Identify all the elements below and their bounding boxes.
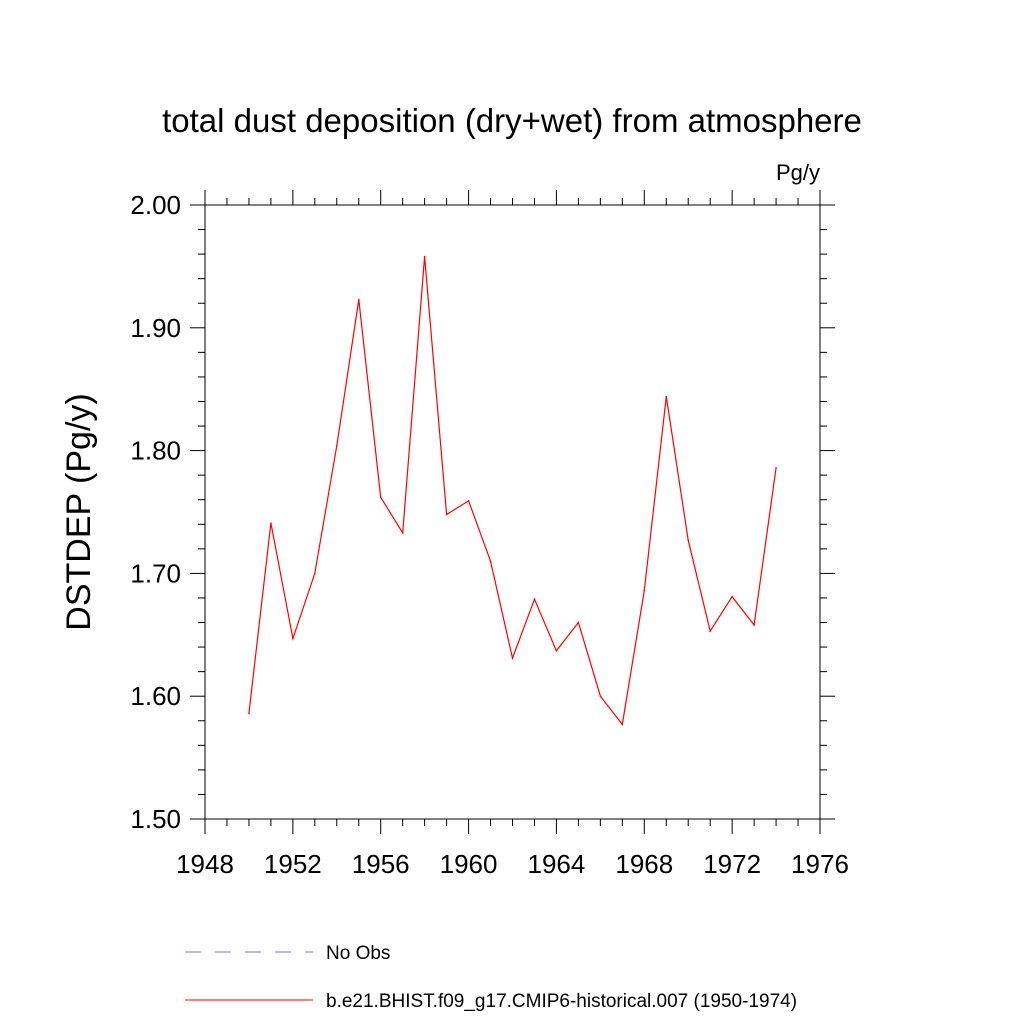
data-point	[533, 598, 536, 600]
data-point	[511, 657, 514, 659]
chart-title: total dust deposition (dry+wet) from atm…	[162, 102, 862, 139]
data-point	[401, 532, 404, 534]
data-point	[314, 572, 316, 575]
plot-frame	[204, 204, 821, 820]
data-point	[445, 513, 448, 516]
x-tick-label: 1964	[528, 849, 586, 879]
x-tick-label: 1972	[703, 849, 761, 879]
data-point	[489, 560, 492, 562]
y-axis-label: DSTDEP (Pg/y)	[60, 393, 98, 630]
x-tick-label: 1952	[264, 849, 322, 879]
data-point	[687, 539, 690, 542]
data-point	[423, 255, 426, 258]
data-point	[753, 624, 755, 626]
y-tick-label: 2.00	[130, 190, 181, 220]
data-point	[467, 500, 470, 502]
data-point	[577, 621, 580, 624]
data-point	[731, 595, 733, 598]
data-point	[292, 637, 294, 640]
data-point	[248, 712, 250, 715]
y-tick-label: 1.70	[130, 558, 181, 588]
y-tick-label: 1.90	[130, 313, 181, 343]
units-label: Pg/y	[776, 160, 820, 185]
axes: 1948 1952 1956 1960 1964 1968 1972 1976 1.50 1.60…	[130, 190, 849, 879]
legend-label: b.e21.BHIST.f09_g17.CMIP6-historical.007…	[326, 991, 797, 1012]
x-tick-label: 1968	[615, 849, 673, 879]
data-point	[335, 444, 338, 447]
legend-label: No Obs	[326, 943, 390, 964]
y-tick-label: 1.50	[130, 804, 181, 834]
x-tick-label: 1960	[440, 849, 498, 879]
data-point	[599, 695, 602, 697]
x-tick-label: 1948	[176, 849, 234, 879]
series-layer	[248, 255, 777, 726]
data-point	[621, 723, 624, 726]
legend: No Obs b.e21.BHIST.f09_g17.CMIP6-historic…	[185, 943, 797, 1012]
data-point	[775, 466, 777, 469]
data-point	[643, 589, 646, 592]
y-tick-label: 1.80	[130, 436, 181, 466]
data-point	[555, 649, 558, 652]
data-point	[665, 395, 668, 398]
x-tick-label: 1956	[352, 849, 410, 879]
data-point	[709, 630, 711, 632]
x-tick-label: 1976	[791, 849, 849, 879]
data-point	[270, 522, 272, 524]
data-point	[357, 298, 360, 301]
data-point	[379, 496, 382, 499]
series-line	[248, 256, 777, 726]
y-tick-label: 1.60	[130, 681, 181, 711]
